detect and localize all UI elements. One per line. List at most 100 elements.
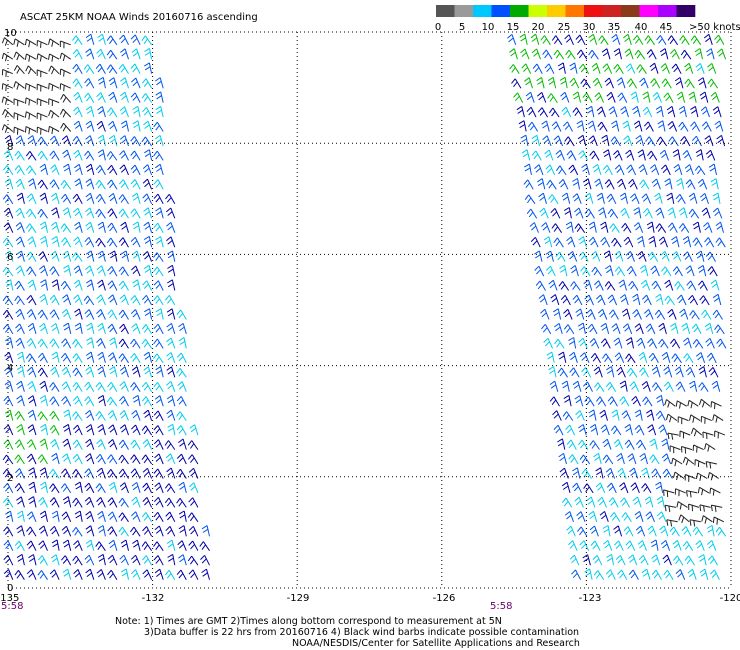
wind-barb-shaft bbox=[576, 294, 583, 306]
wind-barb-flag bbox=[586, 105, 592, 110]
wind-barb-flag bbox=[144, 124, 150, 129]
wind-barb bbox=[59, 108, 72, 118]
wind-barb-flag bbox=[578, 326, 585, 331]
wind-barb-flag bbox=[698, 80, 705, 86]
wind-barb-flag bbox=[617, 370, 623, 376]
wind-barb-flag bbox=[671, 341, 677, 348]
wind-barb bbox=[618, 279, 627, 291]
wind-barb-shaft bbox=[646, 568, 651, 580]
wind-barb-shaft bbox=[591, 49, 599, 60]
wind-barb-flag bbox=[647, 225, 654, 230]
wind-barb bbox=[13, 65, 25, 75]
wind-barb-flag bbox=[668, 505, 671, 513]
wind-barb-flag bbox=[713, 109, 720, 115]
wind-barb-flag bbox=[609, 223, 614, 229]
wind-barb-flag bbox=[570, 457, 575, 463]
wind-barb-shaft bbox=[632, 554, 638, 566]
wind-barb-flag bbox=[614, 250, 620, 256]
wind-barb-flag bbox=[698, 366, 705, 371]
wind-barb bbox=[130, 208, 141, 219]
wind-barb-shaft bbox=[112, 424, 118, 436]
wind-barb-flag bbox=[110, 254, 116, 259]
wind-barb bbox=[633, 35, 644, 46]
wind-barb-flag bbox=[97, 106, 103, 111]
wind-barb bbox=[84, 482, 95, 494]
wind-barb-flag bbox=[188, 454, 193, 460]
wind-barb-flag bbox=[689, 95, 695, 100]
wind-barb bbox=[660, 540, 671, 551]
wind-barb bbox=[107, 280, 118, 291]
wind-barb-flag bbox=[608, 309, 614, 315]
wind-barb bbox=[679, 308, 689, 320]
wind-barb-flag bbox=[62, 111, 67, 118]
wind-barb-flag bbox=[545, 250, 551, 255]
wind-barb-shaft bbox=[703, 295, 710, 306]
wind-barb-shaft bbox=[159, 569, 164, 580]
wind-barb bbox=[141, 381, 153, 392]
wind-barb-flag bbox=[119, 34, 124, 40]
wind-barb-shaft bbox=[19, 468, 25, 479]
wind-barb bbox=[576, 120, 585, 132]
wind-barb-shaft bbox=[32, 395, 37, 407]
wind-barb bbox=[60, 180, 72, 190]
wind-barb-shaft bbox=[179, 498, 187, 508]
wind-barb-flag bbox=[119, 323, 124, 329]
wind-barb-flag bbox=[16, 250, 22, 255]
wind-barb bbox=[538, 192, 547, 204]
wind-barb bbox=[667, 207, 676, 219]
wind-barb-flag bbox=[643, 95, 649, 100]
wind-barb-shaft bbox=[611, 554, 614, 566]
wind-barb-shaft bbox=[67, 424, 72, 436]
wind-barb-flag bbox=[84, 410, 91, 415]
wind-barb-flag bbox=[108, 120, 114, 126]
wind-barb bbox=[575, 34, 586, 46]
wind-barb-flag bbox=[613, 63, 618, 70]
wind-barb-flag bbox=[96, 338, 102, 343]
wind-barb-flag bbox=[622, 33, 629, 39]
wind-barb-flag bbox=[85, 250, 92, 255]
wind-barb-shaft bbox=[170, 352, 176, 363]
wind-barb-shaft bbox=[666, 453, 672, 465]
wind-barb-shaft bbox=[641, 251, 647, 262]
wind-barb-flag bbox=[655, 293, 661, 298]
wind-barb bbox=[142, 497, 153, 508]
wind-barb-flag bbox=[120, 471, 126, 478]
legend-label-35: 35 bbox=[608, 22, 621, 33]
wind-barb-shaft bbox=[113, 77, 118, 89]
wind-barb-flag bbox=[72, 381, 77, 388]
wind-barb-flag bbox=[572, 193, 578, 198]
wind-barb-shaft bbox=[693, 380, 698, 392]
wind-barb-flag bbox=[39, 370, 45, 377]
wind-barb bbox=[25, 82, 37, 92]
wind-barb-shaft bbox=[554, 380, 559, 392]
wind-barb-flag bbox=[39, 543, 45, 549]
wind-barb-shaft bbox=[627, 526, 634, 537]
wind-barb bbox=[3, 324, 14, 335]
wind-barb-shaft bbox=[570, 236, 576, 248]
wind-barb bbox=[630, 91, 639, 103]
wind-barb-flag bbox=[63, 70, 65, 77]
wind-barb-flag bbox=[5, 529, 10, 535]
wind-barb-shaft bbox=[580, 526, 588, 537]
wind-barb-shaft bbox=[63, 223, 72, 233]
wind-barb-flag bbox=[658, 124, 664, 129]
wind-barb-shaft bbox=[113, 482, 118, 494]
wind-barb-flag bbox=[40, 167, 47, 172]
wind-barb bbox=[622, 120, 631, 132]
wind-barb-shaft bbox=[702, 179, 708, 190]
wind-barb-flag bbox=[143, 264, 150, 270]
wind-barb-flag bbox=[509, 64, 514, 70]
wind-barb-flag bbox=[132, 221, 139, 226]
wind-barb-flag bbox=[119, 554, 125, 560]
wind-barb-shaft bbox=[601, 192, 605, 204]
wind-barb-shaft bbox=[710, 48, 715, 60]
wind-barb-shaft bbox=[171, 279, 176, 291]
wind-barb bbox=[714, 120, 724, 132]
wind-barb-flag bbox=[536, 76, 542, 82]
wind-barb bbox=[97, 250, 106, 262]
wind-barb-shaft bbox=[79, 482, 83, 493]
wind-barb-flag bbox=[108, 91, 114, 97]
wind-barb-shaft bbox=[617, 150, 623, 161]
wind-barb bbox=[188, 497, 199, 508]
wind-barb-flag bbox=[62, 96, 67, 103]
